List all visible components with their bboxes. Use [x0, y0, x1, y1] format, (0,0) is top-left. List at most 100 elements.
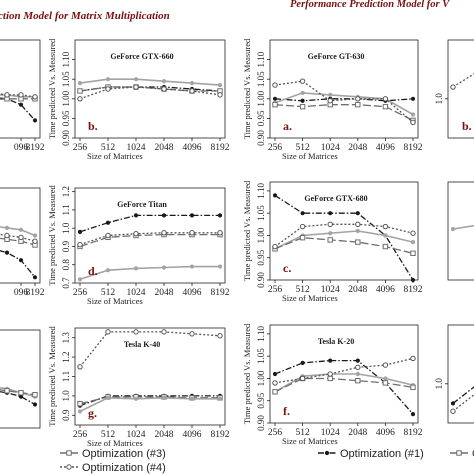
legend-swatch-marker: [66, 450, 72, 456]
data-point: [355, 228, 360, 234]
x-tick-label: 256: [268, 428, 283, 438]
chart-panel-mr1: 1.0 b.: [434, 39, 474, 139]
x-tick-label: 512: [101, 430, 116, 440]
x-axis-label: Size of Matrices: [87, 438, 143, 448]
data-point: [18, 92, 24, 98]
series-line-grey-solid: [79, 396, 220, 413]
x-tick-label: 1024: [321, 143, 340, 153]
data-point: [105, 220, 111, 225]
x-tick-label: 8192: [26, 288, 45, 298]
data-point: [32, 238, 38, 244]
series-line-black-dashdot: [274, 98, 414, 102]
y-tick-label: 1.05: [256, 71, 266, 87]
data-point: [77, 81, 83, 86]
y-axis-label: Time predicted Vs. Measured: [47, 325, 57, 426]
y-tick-label: 1.05: [256, 348, 266, 364]
data-point: [189, 264, 195, 269]
data-point: [217, 92, 223, 98]
plot-frame: [269, 181, 419, 281]
series-line-grey-solid: [274, 92, 414, 116]
data-point: [327, 221, 333, 228]
series-line-grey-solid: [79, 78, 221, 86]
plot-frame: [0, 39, 41, 139]
panel-title: Tesla K-40: [124, 340, 160, 349]
data-point: [18, 258, 24, 263]
chart-panel-mr2: [447, 181, 474, 281]
x-tick-label: 256: [73, 143, 88, 153]
x-tick-label: 8192: [211, 288, 230, 298]
series-line-grey-dotted: [79, 331, 221, 368]
y-tick-label: 0.90: [256, 130, 266, 146]
chart-panel-a_right: 0.90 0.95 1.00 1.05 1.10 256 512 1024 2048 4096 81…: [242, 38, 423, 161]
y-axis-label: Time predicted Vs. Measured: [242, 323, 252, 424]
data-point: [450, 401, 456, 406]
x-tick-label: 512: [295, 285, 310, 295]
x-tick-label: 1024: [321, 285, 340, 295]
y-tick-label: 1.00: [256, 90, 266, 106]
x-tick-label: 8192: [404, 285, 423, 295]
data-point: [189, 230, 195, 236]
data-point: [161, 86, 167, 92]
y-tick-label: 0.90: [256, 415, 266, 431]
x-tick-label: 256: [268, 285, 283, 295]
data-point: [105, 77, 111, 82]
chart-panel-f_right: 0.90 0.95 1.00 1.05 1.10 256 512 1024 2048 4096 81…: [242, 323, 423, 446]
y-tick-label: 1.10: [61, 51, 71, 67]
data-point: [161, 265, 167, 270]
y-tick-label: 1.0: [434, 378, 444, 390]
data-point: [410, 230, 416, 236]
data-point: [355, 371, 360, 377]
x-tick-label: 2048: [155, 143, 174, 153]
data-point: [161, 79, 167, 84]
figure-title-right: Performance Prediction Model for V: [290, 0, 450, 10]
y-tick-label: 1.00: [61, 90, 71, 106]
x-tick-label: 2048: [155, 288, 174, 298]
legend-swatch-marker: [456, 450, 462, 456]
series-line-black-dashdot: [79, 214, 220, 233]
x-tick-label: 4096: [376, 285, 395, 295]
data-point: [133, 84, 139, 90]
series-line-grey-dotted: [274, 223, 414, 248]
series-line-grey-longdash: [274, 104, 414, 121]
legend-label: Optimization (#4): [82, 462, 166, 474]
series-line-grey-longdash: [79, 396, 220, 405]
data-point: [32, 233, 38, 238]
x-tick-label: 512: [295, 428, 310, 438]
data-point: [105, 268, 111, 273]
data-point: [328, 358, 333, 363]
data-point: [328, 231, 333, 236]
y-tick-label: 0.9: [61, 240, 71, 252]
data-point: [272, 96, 278, 101]
y-tick-label: 1.05: [256, 205, 266, 221]
x-tick-label: 1024: [127, 288, 146, 298]
panel-title: GeForce GTX-660: [110, 52, 173, 61]
data-point: [300, 360, 305, 365]
data-point: [4, 250, 10, 255]
x-tick-label: 1024: [127, 430, 146, 440]
plot-frame: [74, 39, 226, 139]
data-point: [77, 409, 83, 414]
x-tick-label: 2048: [155, 430, 174, 440]
series-line-black-dashdot: [0, 250, 36, 278]
series-line-grey-solid: [79, 265, 220, 281]
data-point: [272, 371, 278, 377]
y-tick-label: 1.10: [256, 183, 266, 199]
series-line-black-dashdot: [0, 391, 36, 406]
data-point: [189, 88, 195, 94]
data-point: [300, 211, 305, 216]
x-tick-label: 1024: [321, 428, 340, 438]
plot-frame: [0, 187, 41, 284]
data-point: [299, 234, 306, 241]
data-point: [4, 92, 10, 98]
data-point: [410, 112, 416, 117]
data-point: [355, 96, 361, 102]
data-point: [161, 230, 167, 236]
data-point: [299, 103, 306, 110]
data-point: [217, 230, 223, 236]
data-point: [355, 364, 361, 371]
data-point: [450, 226, 456, 232]
